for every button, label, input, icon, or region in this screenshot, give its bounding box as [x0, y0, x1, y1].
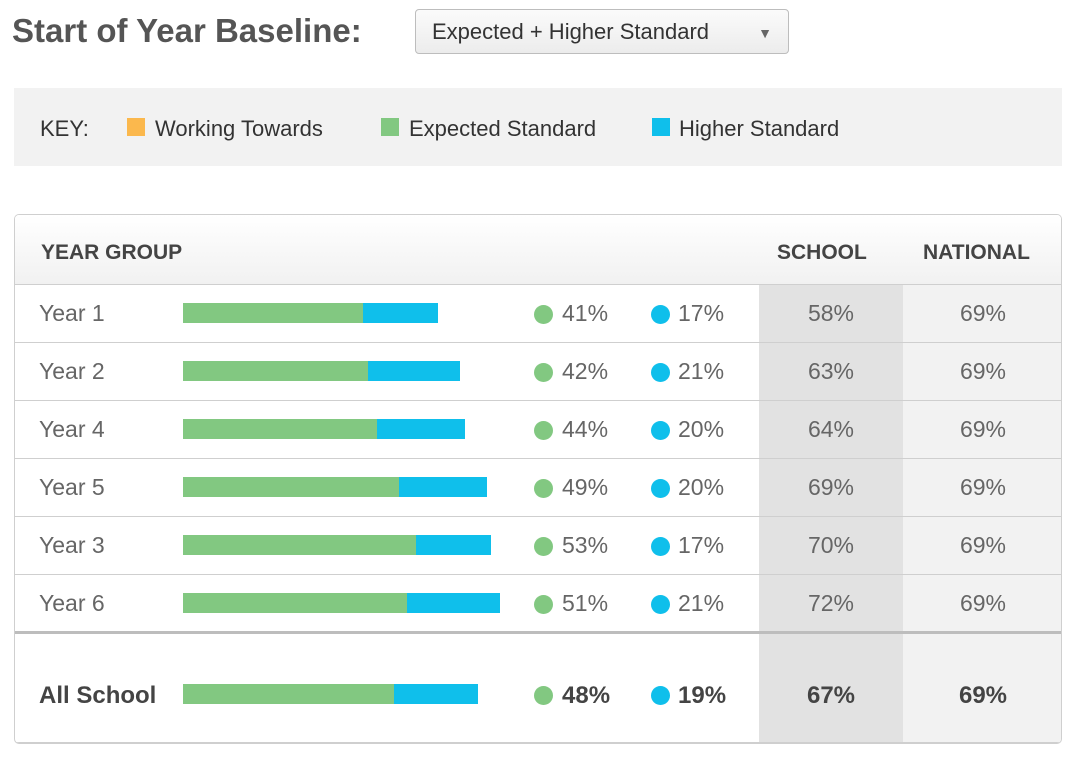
expected-pct: 51% [562, 590, 609, 616]
table-row: Year 1 41% 17% 58% 69% [15, 285, 1061, 343]
higher-bar [394, 684, 478, 704]
national-value: 69% [959, 358, 1007, 384]
school-value: 67% [806, 682, 856, 709]
baseline-select-value: Expected + Higher Standard [432, 19, 710, 44]
key-item-expected-standard: Expected Standard [409, 116, 597, 141]
expected-dot-icon [534, 595, 553, 614]
higher-bar [416, 535, 491, 555]
expected-pct: 48% [562, 682, 611, 709]
row-name: All School [39, 682, 157, 709]
higher-bar [367, 361, 461, 381]
higher-pct: 21% [678, 590, 725, 616]
expected-dot-icon [534, 479, 553, 498]
higher-bar [407, 593, 500, 613]
higher-bar [398, 477, 487, 497]
expected-bar [183, 593, 408, 613]
table-row: Year 2 42% 21% 63% 69% [15, 343, 1061, 401]
school-column-bg [759, 285, 903, 743]
page-title: Start of Year Baseline: [12, 12, 362, 49]
higher-dot-icon [651, 363, 670, 382]
expected-standard-swatch [381, 118, 399, 136]
table-row: Year 3 53% 17% 70% 69% [15, 517, 1061, 575]
higher-pct: 20% [678, 474, 725, 500]
national-value: 69% [959, 300, 1007, 326]
school-value: 63% [807, 358, 855, 384]
table-row: Year 6 51% 21% 72% 69% [15, 575, 1061, 633]
school-value: 58% [807, 300, 855, 326]
expected-bar [183, 477, 399, 497]
expected-bar [183, 535, 417, 555]
key-label: KEY: [40, 116, 89, 141]
school-value: 64% [807, 416, 855, 442]
higher-bar [363, 303, 439, 323]
row-name: Year 5 [39, 474, 105, 500]
row-name: Year 3 [39, 532, 105, 558]
school-value: 72% [807, 590, 855, 616]
national-value: 69% [959, 532, 1007, 558]
key-item-higher-standard: Higher Standard [679, 116, 840, 141]
expected-bar [183, 684, 395, 704]
expected-bar [183, 419, 377, 439]
higher-bar [376, 419, 465, 439]
key-item-working-towards: Working Towards [155, 116, 323, 141]
school-value: 69% [807, 474, 855, 500]
header-year-group: YEAR GROUP [41, 241, 183, 264]
expected-dot-icon [534, 421, 553, 440]
school-value: 70% [807, 532, 855, 558]
national-value: 69% [959, 590, 1007, 616]
header-national: NATIONAL [923, 241, 1030, 264]
higher-pct: 17% [678, 300, 725, 326]
expected-pct: 42% [562, 358, 609, 384]
row-name: Year 1 [39, 300, 105, 326]
national-column-bg [903, 285, 1061, 743]
expected-bar [183, 303, 364, 323]
row-name: Year 2 [39, 358, 105, 384]
expected-dot-icon [534, 537, 553, 556]
expected-pct: 41% [562, 300, 609, 326]
legend-key: KEY: Working Towards Expected Standard H… [14, 88, 1062, 166]
higher-dot-icon [651, 479, 670, 498]
header-school: SCHOOL [777, 241, 867, 264]
higher-pct: 20% [678, 416, 725, 442]
expected-pct: 49% [562, 474, 609, 500]
expected-dot-icon [534, 305, 553, 324]
national-value: 69% [959, 416, 1007, 442]
chevron-down-icon: ▼ [758, 25, 772, 41]
expected-dot-icon [534, 686, 553, 705]
expected-pct: 53% [562, 532, 609, 558]
national-value: 69% [958, 682, 1008, 709]
table-header: YEAR GROUP SCHOOL NATIONAL [15, 215, 1061, 285]
working-towards-swatch [127, 118, 145, 136]
higher-standard-swatch [652, 118, 670, 136]
baseline-select[interactable]: Expected + Higher Standard ▼ [415, 9, 789, 54]
higher-dot-icon [651, 421, 670, 440]
higher-dot-icon [651, 305, 670, 324]
national-value: 69% [959, 474, 1007, 500]
higher-pct: 21% [678, 358, 725, 384]
higher-pct: 19% [678, 682, 727, 709]
row-name: Year 4 [39, 416, 105, 442]
row-name: Year 6 [39, 590, 105, 616]
expected-bar [183, 361, 368, 381]
higher-dot-icon [651, 537, 670, 556]
total-row: All School 48% 19% 67% 69% [15, 631, 1061, 743]
year-group-table: YEAR GROUP SCHOOL NATIONAL Year 1 41% 17% 5… [14, 214, 1062, 744]
expected-pct: 44% [562, 416, 609, 442]
table-row: Year 4 44% 20% 64% 69% [15, 401, 1061, 459]
higher-dot-icon [651, 686, 670, 705]
expected-dot-icon [534, 363, 553, 382]
higher-dot-icon [651, 595, 670, 614]
table-row: Year 5 49% 20% 69% 69% [15, 459, 1061, 517]
higher-pct: 17% [678, 532, 725, 558]
